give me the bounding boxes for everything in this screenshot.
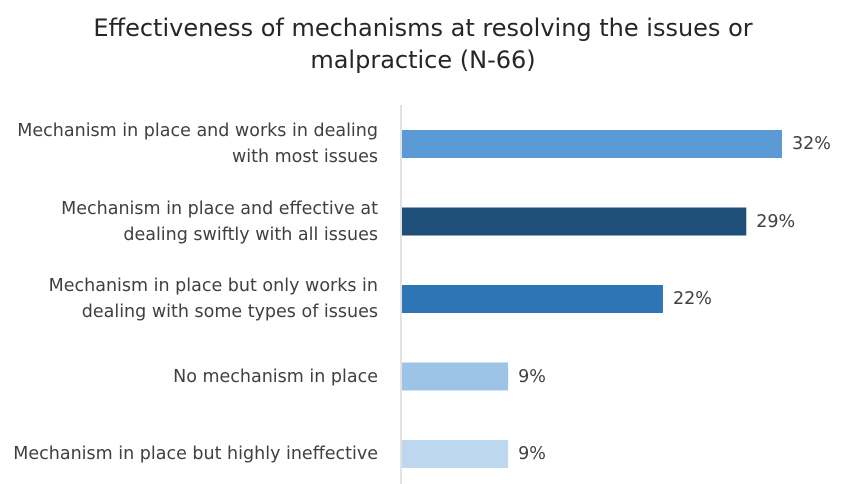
category-label: Mechanism in place but highly ineffectiv…	[13, 444, 378, 464]
bar	[402, 130, 782, 158]
value-label: 9%	[518, 366, 546, 387]
bar	[402, 362, 509, 391]
category-label: No mechanism in place	[173, 366, 378, 387]
category-label: Mechanism in place but only works in dea…	[48, 276, 378, 322]
value-label: 29%	[756, 211, 796, 232]
category-label: Mechanism in place and effective at deal…	[61, 198, 378, 245]
bar	[402, 440, 509, 468]
value-label: 9%	[518, 444, 546, 464]
bar	[402, 285, 663, 313]
bar	[402, 207, 747, 236]
value-label: 22%	[672, 289, 712, 309]
chart-title: Effectiveness of mechanisms at resolving…	[93, 14, 753, 74]
value-label: 32%	[792, 134, 831, 154]
category-label: Mechanism in place and works in dealing …	[17, 121, 378, 167]
